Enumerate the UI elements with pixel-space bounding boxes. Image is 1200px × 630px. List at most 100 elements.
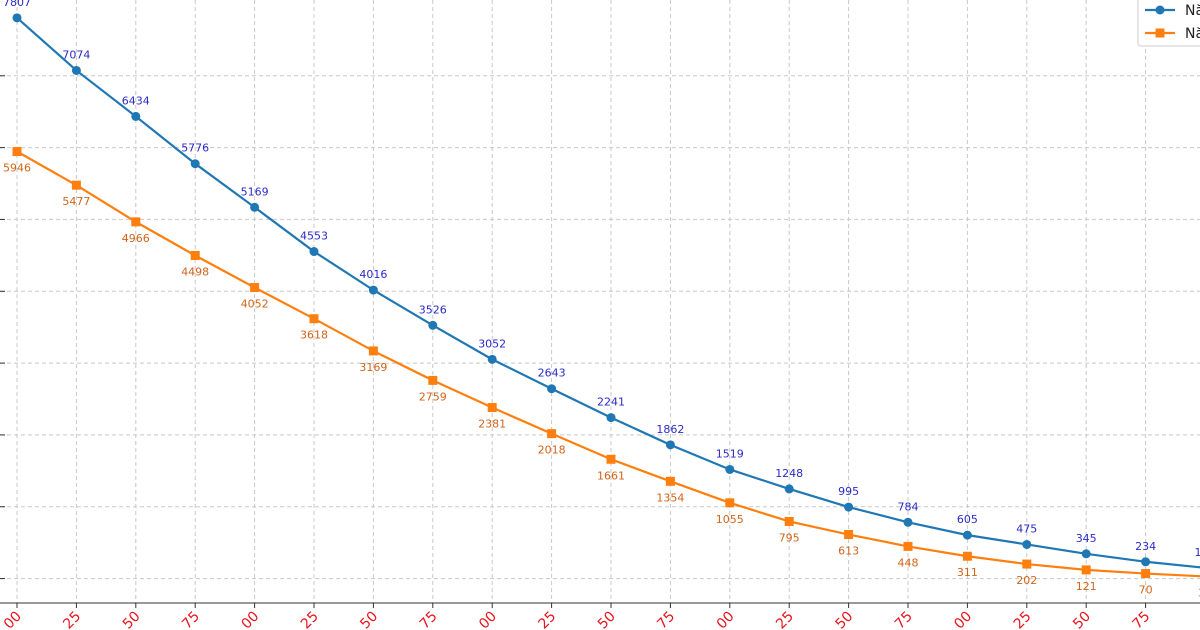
legend-marker bbox=[1155, 28, 1165, 38]
marker bbox=[606, 413, 616, 423]
x-tick-label: 75 bbox=[892, 609, 916, 630]
x-tick-label: 25 bbox=[60, 609, 84, 630]
value-label: 448 bbox=[898, 556, 919, 569]
value-label: 2018 bbox=[538, 444, 566, 457]
x-tick-label: 25 bbox=[298, 609, 322, 630]
x-tick-label: 00 bbox=[476, 609, 500, 630]
value-label: 5169 bbox=[241, 185, 269, 198]
value-label: 3618 bbox=[300, 329, 328, 342]
marker bbox=[487, 354, 497, 364]
marker bbox=[903, 541, 913, 551]
marker bbox=[12, 13, 22, 23]
x-tick-label: 50 bbox=[120, 609, 144, 630]
marker bbox=[962, 530, 972, 540]
value-label: 1248 bbox=[775, 467, 803, 480]
marker bbox=[547, 384, 557, 394]
marker bbox=[12, 146, 22, 156]
value-label: 7807 bbox=[3, 0, 31, 9]
x-tick-label: 75 bbox=[654, 609, 678, 630]
value-label: 30 bbox=[1198, 586, 1200, 599]
value-label: 5776 bbox=[181, 142, 209, 155]
marker bbox=[190, 159, 200, 169]
marker bbox=[1141, 557, 1151, 567]
value-label: 3169 bbox=[359, 361, 387, 374]
value-label: 4553 bbox=[300, 230, 328, 243]
value-label: 3526 bbox=[419, 303, 447, 316]
value-label: 6434 bbox=[122, 94, 150, 107]
value-label: 1661 bbox=[597, 469, 625, 482]
x-tick-label: 00 bbox=[1, 609, 25, 630]
x-tick-label: 75 bbox=[179, 609, 203, 630]
marker bbox=[428, 320, 438, 330]
value-label: 2241 bbox=[597, 396, 625, 409]
value-label: 202 bbox=[1016, 574, 1037, 587]
x-tick-label: 50 bbox=[357, 609, 381, 630]
marker bbox=[250, 202, 260, 212]
x-tick-label: 25 bbox=[1011, 609, 1035, 630]
value-label: 4052 bbox=[241, 298, 269, 311]
marker bbox=[962, 551, 972, 561]
marker bbox=[784, 484, 794, 494]
value-label: 121 bbox=[1076, 580, 1097, 593]
value-label: 1862 bbox=[656, 423, 684, 436]
value-label: 795 bbox=[779, 531, 800, 544]
value-label: 4498 bbox=[181, 265, 209, 278]
x-tick-label: 25 bbox=[773, 609, 797, 630]
marker bbox=[903, 517, 913, 527]
marker bbox=[131, 111, 141, 121]
marker bbox=[1022, 559, 1032, 569]
marker bbox=[665, 476, 675, 486]
series-line bbox=[16, 16, 1200, 569]
value-label: 995 bbox=[838, 485, 859, 498]
value-label: 4016 bbox=[359, 268, 387, 281]
legend: Nă Nă bbox=[1137, 0, 1200, 47]
value-label: 234 bbox=[1135, 540, 1156, 553]
value-label: 70 bbox=[1139, 584, 1153, 597]
marker bbox=[368, 346, 378, 356]
value-label: 5946 bbox=[3, 161, 31, 174]
value-label: 2759 bbox=[419, 390, 447, 403]
marker bbox=[71, 180, 81, 190]
x-tick-label: 75 bbox=[1130, 609, 1154, 630]
value-label: 613 bbox=[838, 545, 859, 558]
x-tick-label: 50 bbox=[1070, 609, 1094, 630]
x-tick-label: 50 bbox=[833, 609, 857, 630]
marker bbox=[784, 516, 794, 526]
value-label: 2643 bbox=[538, 367, 566, 380]
legend-box bbox=[1137, 0, 1200, 47]
legend-marker bbox=[1155, 5, 1165, 15]
marker bbox=[665, 440, 675, 450]
marker bbox=[1081, 549, 1091, 559]
value-label: 475 bbox=[1016, 522, 1037, 535]
x-tick-label: 75 bbox=[417, 609, 441, 630]
value-label: 784 bbox=[898, 500, 919, 513]
value-label: 1519 bbox=[716, 447, 744, 460]
marker bbox=[190, 250, 200, 260]
marker bbox=[725, 498, 735, 508]
value-label: 1055 bbox=[716, 513, 744, 526]
value-label: 7074 bbox=[62, 48, 90, 61]
marker bbox=[844, 530, 854, 540]
marker bbox=[309, 247, 319, 257]
value-label: 1354 bbox=[656, 491, 684, 504]
marker bbox=[1081, 565, 1091, 575]
value-label: 605 bbox=[957, 513, 978, 526]
legend-label: Nă bbox=[1185, 3, 1200, 19]
marker bbox=[487, 403, 497, 413]
value-label: 4966 bbox=[122, 232, 150, 245]
x-tick-label: 50 bbox=[595, 609, 619, 630]
marker bbox=[1141, 569, 1151, 579]
marker bbox=[309, 314, 319, 324]
marker bbox=[428, 375, 438, 385]
value-label: 150 bbox=[1195, 546, 1200, 559]
marker bbox=[71, 65, 81, 75]
x-tick-label: 00 bbox=[239, 609, 263, 630]
value-label: 2381 bbox=[478, 418, 506, 431]
value-label: 5477 bbox=[62, 195, 90, 208]
x-tick-label: 25 bbox=[536, 609, 560, 630]
value-label: 3052 bbox=[478, 337, 506, 350]
x-tick-label: 00 bbox=[714, 609, 738, 630]
marker bbox=[1022, 539, 1032, 549]
